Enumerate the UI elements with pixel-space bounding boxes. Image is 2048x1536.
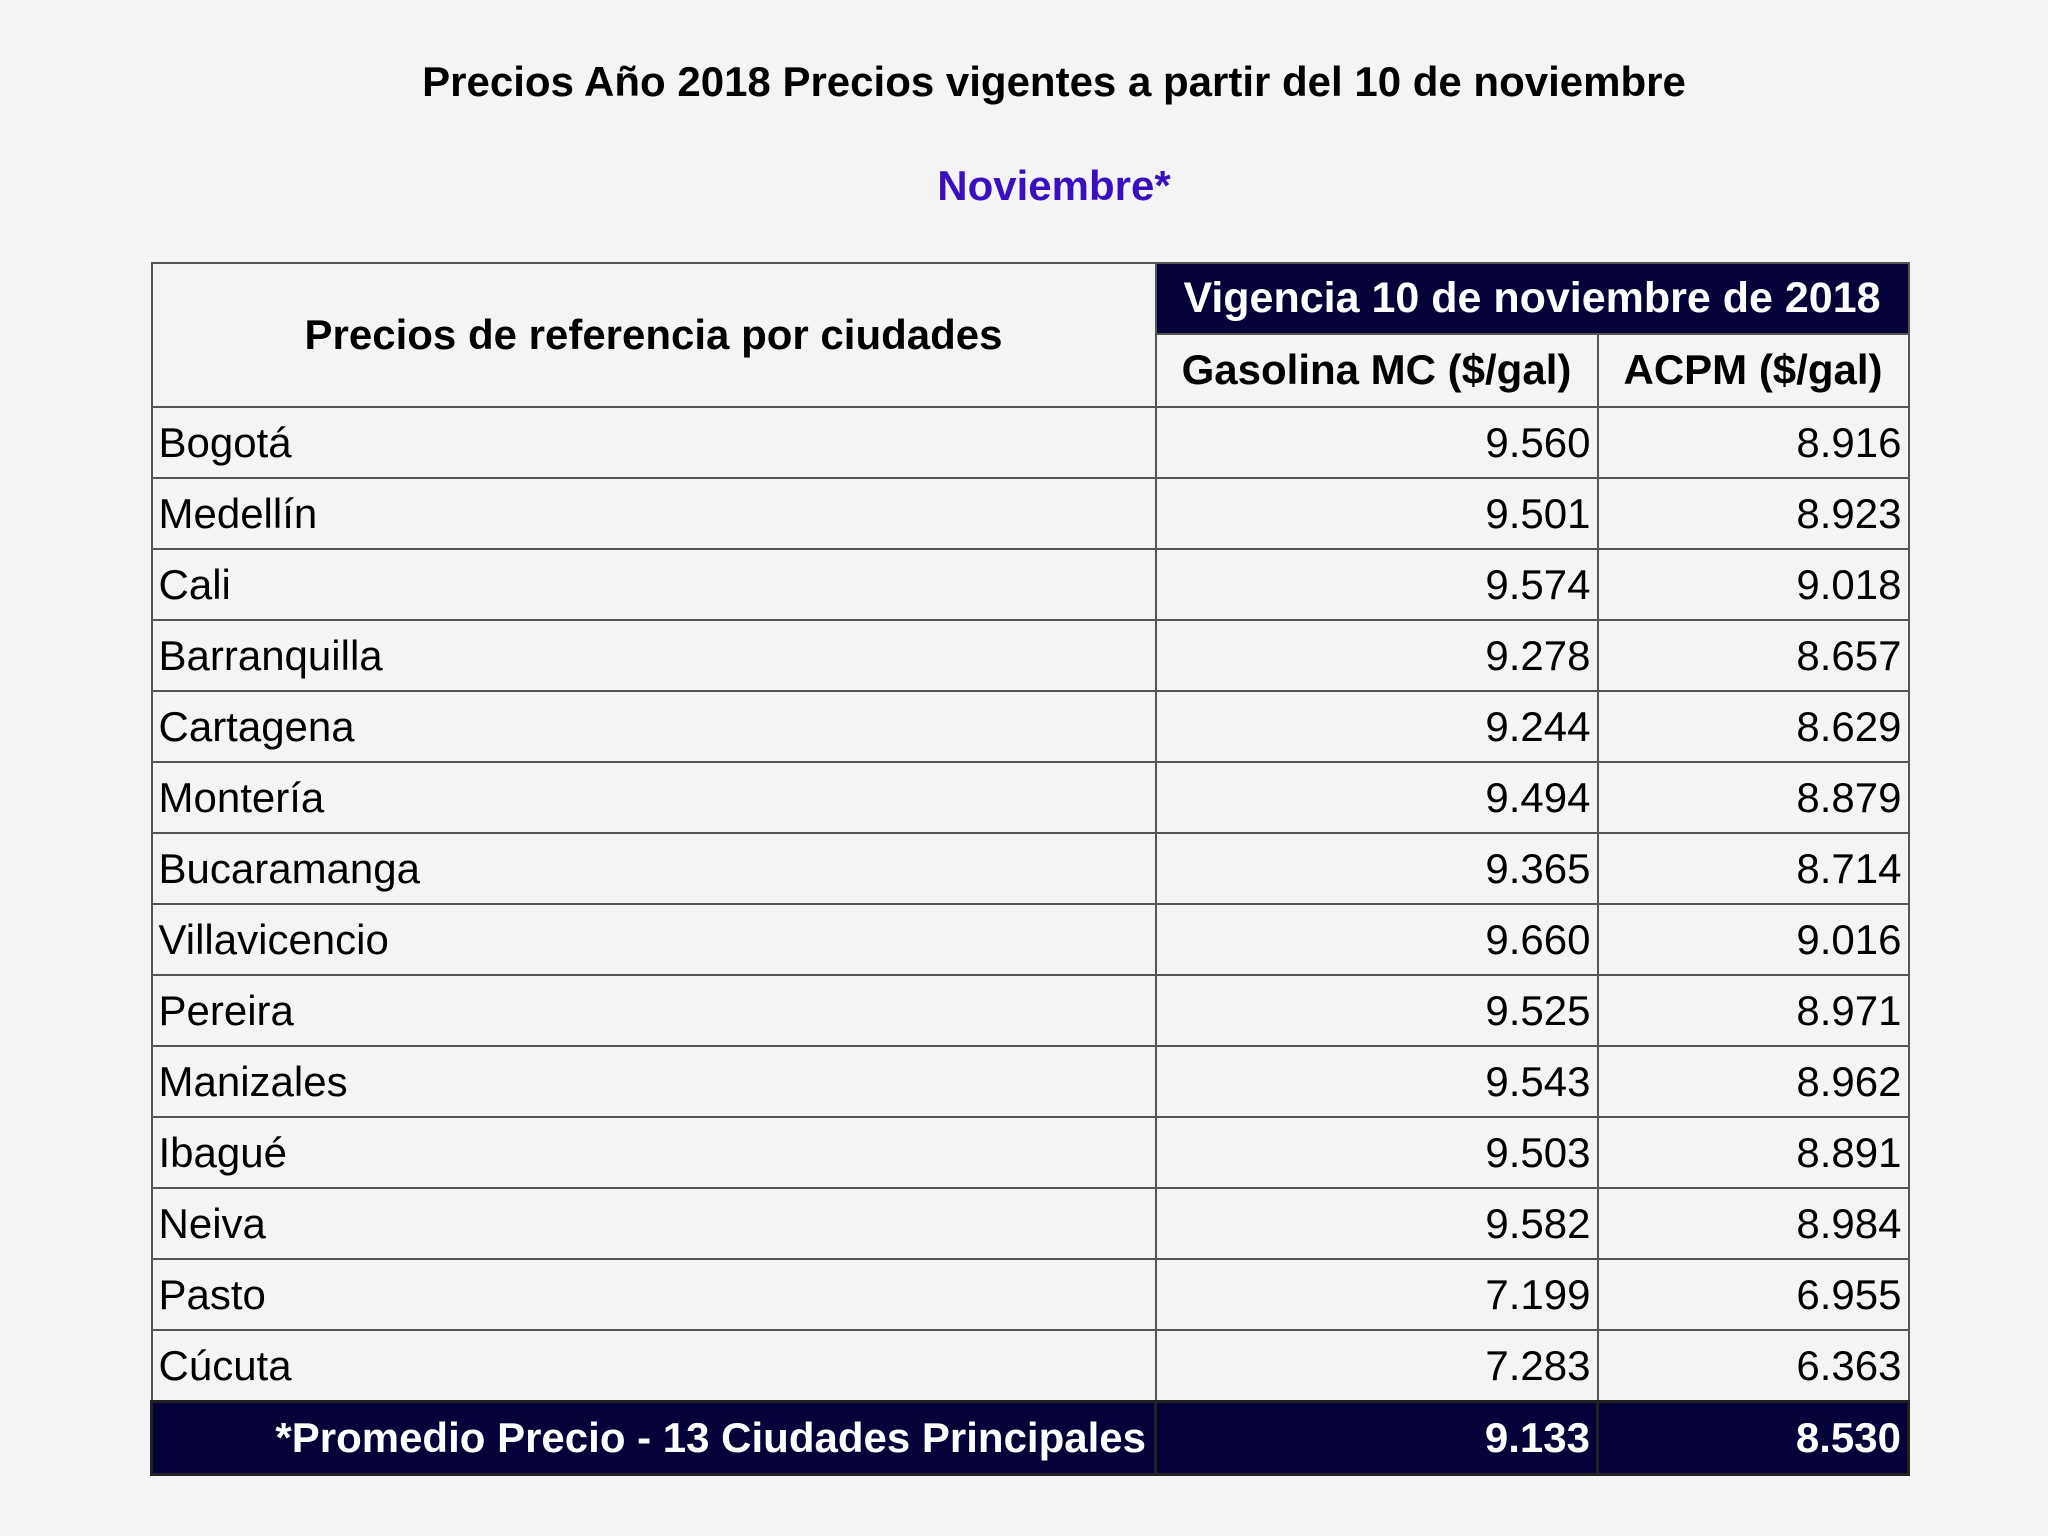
acpm-price: 8.629: [1596, 690, 1910, 763]
city-name: Cartagena: [150, 690, 1157, 763]
gasoline-price: 9.525: [1154, 974, 1599, 1047]
table-row: Neiva 9.582 8.984: [150, 1187, 1910, 1260]
average-row: *Promedio Precio - 13 Ciudades Principal…: [150, 1400, 1910, 1476]
table-row: Bogotá 9.560 8.916: [150, 406, 1910, 479]
price-table: Precios de referencia por ciudades Vigen…: [150, 262, 1910, 1476]
table-row: Villavicencio 9.660 9.016: [150, 903, 1910, 976]
vigencia-header: Vigencia 10 de noviembre de 2018: [1154, 262, 1910, 335]
city-name: Neiva: [150, 1187, 1157, 1260]
table-row: Barranquilla 9.278 8.657: [150, 619, 1910, 692]
table-row: Ibagué 9.503 8.891: [150, 1116, 1910, 1189]
acpm-price: 8.657: [1596, 619, 1910, 692]
gasoline-price: 9.660: [1154, 903, 1599, 976]
gasoline-price: 9.574: [1154, 548, 1599, 621]
gasoline-price: 9.278: [1154, 619, 1599, 692]
acpm-price: 9.018: [1596, 548, 1910, 621]
table-row: Cartagena 9.244 8.629: [150, 690, 1910, 763]
acpm-price: 8.891: [1596, 1116, 1910, 1189]
city-name: Bucaramanga: [150, 832, 1157, 905]
table-row: Bucaramanga 9.365 8.714: [150, 832, 1910, 905]
gasoline-price: 9.560: [1154, 406, 1599, 479]
acpm-price: 9.016: [1596, 903, 1910, 976]
gasoline-price: 7.199: [1154, 1258, 1599, 1331]
month-title: Noviembre*: [937, 162, 1171, 209]
city-name: Pasto: [150, 1258, 1157, 1331]
table-row: Montería 9.494 8.879: [150, 761, 1910, 834]
table-row: Cali 9.574 9.018: [150, 548, 1910, 621]
table-row: Manizales 9.543 8.962: [150, 1045, 1910, 1118]
acpm-price: 8.714: [1596, 832, 1910, 905]
acpm-price: 8.916: [1596, 406, 1910, 479]
page-title: Precios Año 2018 Precios vigentes a part…: [422, 58, 1686, 105]
average-gasoline-price: 9.133: [1154, 1400, 1599, 1476]
average-acpm-price: 8.530: [1596, 1400, 1910, 1476]
table-row: Pasto 7.199 6.955: [150, 1258, 1910, 1331]
gasoline-price: 9.582: [1154, 1187, 1599, 1260]
table-row: Pereira 9.525 8.971: [150, 974, 1910, 1047]
table-row: Medellín 9.501 8.923: [150, 477, 1910, 550]
city-name: Villavicencio: [150, 903, 1157, 976]
city-name: Pereira: [150, 974, 1157, 1047]
acpm-price: 6.955: [1596, 1258, 1910, 1331]
city-name: Manizales: [150, 1045, 1157, 1118]
gasoline-column-header: Gasolina MC ($/gal): [1154, 332, 1599, 409]
city-name: Medellín: [150, 477, 1157, 550]
gasoline-price: 9.503: [1154, 1116, 1599, 1189]
gasoline-price: 9.365: [1154, 832, 1599, 905]
city-name: Montería: [150, 761, 1157, 834]
acpm-price: 8.879: [1596, 761, 1910, 834]
city-column-header: Precios de referencia por ciudades: [150, 262, 1157, 408]
gasoline-price: 9.244: [1154, 690, 1599, 763]
table-row: Cúcuta 7.283 6.363: [150, 1329, 1910, 1403]
city-name: Cali: [150, 548, 1157, 621]
acpm-price: 8.923: [1596, 477, 1910, 550]
gasoline-price: 9.494: [1154, 761, 1599, 834]
acpm-price: 6.363: [1596, 1329, 1910, 1403]
gasoline-price: 9.543: [1154, 1045, 1599, 1118]
average-label: *Promedio Precio - 13 Ciudades Principal…: [150, 1400, 1157, 1476]
city-name: Cúcuta: [150, 1329, 1157, 1403]
acpm-price: 8.962: [1596, 1045, 1910, 1118]
acpm-price: 8.984: [1596, 1187, 1910, 1260]
city-name: Barranquilla: [150, 619, 1157, 692]
city-name: Bogotá: [150, 406, 1157, 479]
acpm-price: 8.971: [1596, 974, 1910, 1047]
city-name: Ibagué: [150, 1116, 1157, 1189]
gasoline-price: 9.501: [1154, 477, 1599, 550]
gasoline-price: 7.283: [1154, 1329, 1599, 1403]
acpm-column-header: ACPM ($/gal): [1596, 332, 1910, 409]
